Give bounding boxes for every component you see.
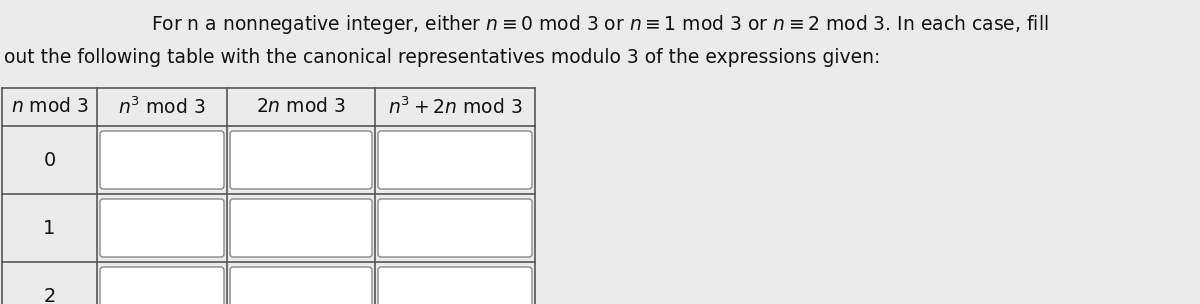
Text: 1: 1: [43, 219, 55, 237]
FancyBboxPatch shape: [378, 267, 532, 304]
FancyBboxPatch shape: [378, 131, 532, 189]
Text: 0: 0: [43, 150, 55, 170]
Text: $n^3$ mod 3: $n^3$ mod 3: [118, 96, 206, 118]
FancyBboxPatch shape: [100, 131, 224, 189]
FancyBboxPatch shape: [100, 267, 224, 304]
FancyBboxPatch shape: [378, 199, 532, 257]
FancyBboxPatch shape: [100, 199, 224, 257]
Text: $2n$ mod 3: $2n$ mod 3: [256, 98, 346, 116]
Text: out the following table with the canonical representatives modulo 3 of the expre: out the following table with the canonic…: [4, 48, 881, 67]
Text: For n a nonnegative integer, either $n \equiv 0$ mod 3 or $n \equiv 1$ mod 3 or : For n a nonnegative integer, either $n \…: [151, 13, 1049, 36]
Bar: [2, 88, 535, 304]
Text: 2: 2: [43, 286, 55, 304]
FancyBboxPatch shape: [230, 267, 372, 304]
Text: $n^3 + 2n$ mod 3: $n^3 + 2n$ mod 3: [388, 96, 522, 118]
Text: $n$ mod 3: $n$ mod 3: [11, 98, 89, 116]
FancyBboxPatch shape: [230, 199, 372, 257]
FancyBboxPatch shape: [230, 131, 372, 189]
